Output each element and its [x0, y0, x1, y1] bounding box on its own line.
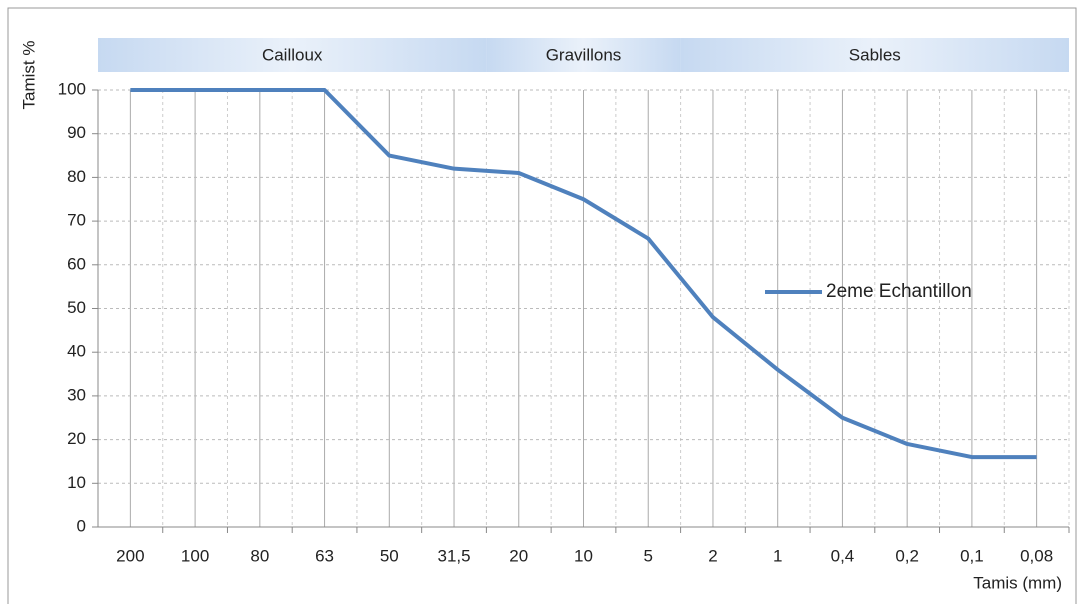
chart-frame: [7, 7, 1077, 604]
x-axis-label: Tamis (mm): [973, 573, 1062, 592]
zone-band: [486, 38, 681, 72]
x-tick-label: 100: [181, 546, 209, 565]
x-tick-label: 2: [708, 546, 717, 565]
y-tick-label: 50: [67, 298, 86, 317]
x-tick-label: 31,5: [437, 546, 470, 565]
data-line: [130, 88, 1037, 460]
legend-label: 2eme Echantillon: [826, 281, 972, 302]
zone-label: Gravillons: [546, 45, 622, 64]
x-tick-label: 63: [315, 546, 334, 565]
y-tick-label: 60: [67, 254, 86, 273]
y-tick-label: 80: [67, 167, 86, 186]
y-tick-label: 10: [67, 473, 86, 492]
y-tick-label: 40: [67, 342, 86, 361]
x-tick-label: 1: [773, 546, 782, 565]
zone-label: Sables: [849, 45, 901, 64]
x-tick-label: 0,4: [831, 546, 855, 565]
x-tick-label: 5: [643, 546, 652, 565]
y-tick-label: 0: [77, 516, 86, 535]
y-tick-label: 90: [67, 123, 86, 142]
x-tick-label: 50: [380, 546, 399, 565]
zone-band: [98, 38, 487, 72]
x-tick-label: 0,2: [895, 546, 919, 565]
y-tick-label: 20: [67, 429, 86, 448]
y-axis-label: Tamist %: [19, 41, 38, 110]
x-tick-label: 20: [509, 546, 528, 565]
y-tick-label: 30: [67, 385, 86, 404]
x-tick-label: 200: [116, 546, 144, 565]
y-tick-label: 70: [67, 211, 86, 230]
x-tick-label: 10: [574, 546, 593, 565]
x-tick-label: 0,08: [1020, 546, 1053, 565]
zone-band: [680, 38, 1069, 72]
zone-label: Cailloux: [262, 45, 323, 64]
x-tick-label: 0,1: [960, 546, 984, 565]
y-tick-label: 100: [58, 79, 86, 98]
x-tick-label: 80: [250, 546, 269, 565]
